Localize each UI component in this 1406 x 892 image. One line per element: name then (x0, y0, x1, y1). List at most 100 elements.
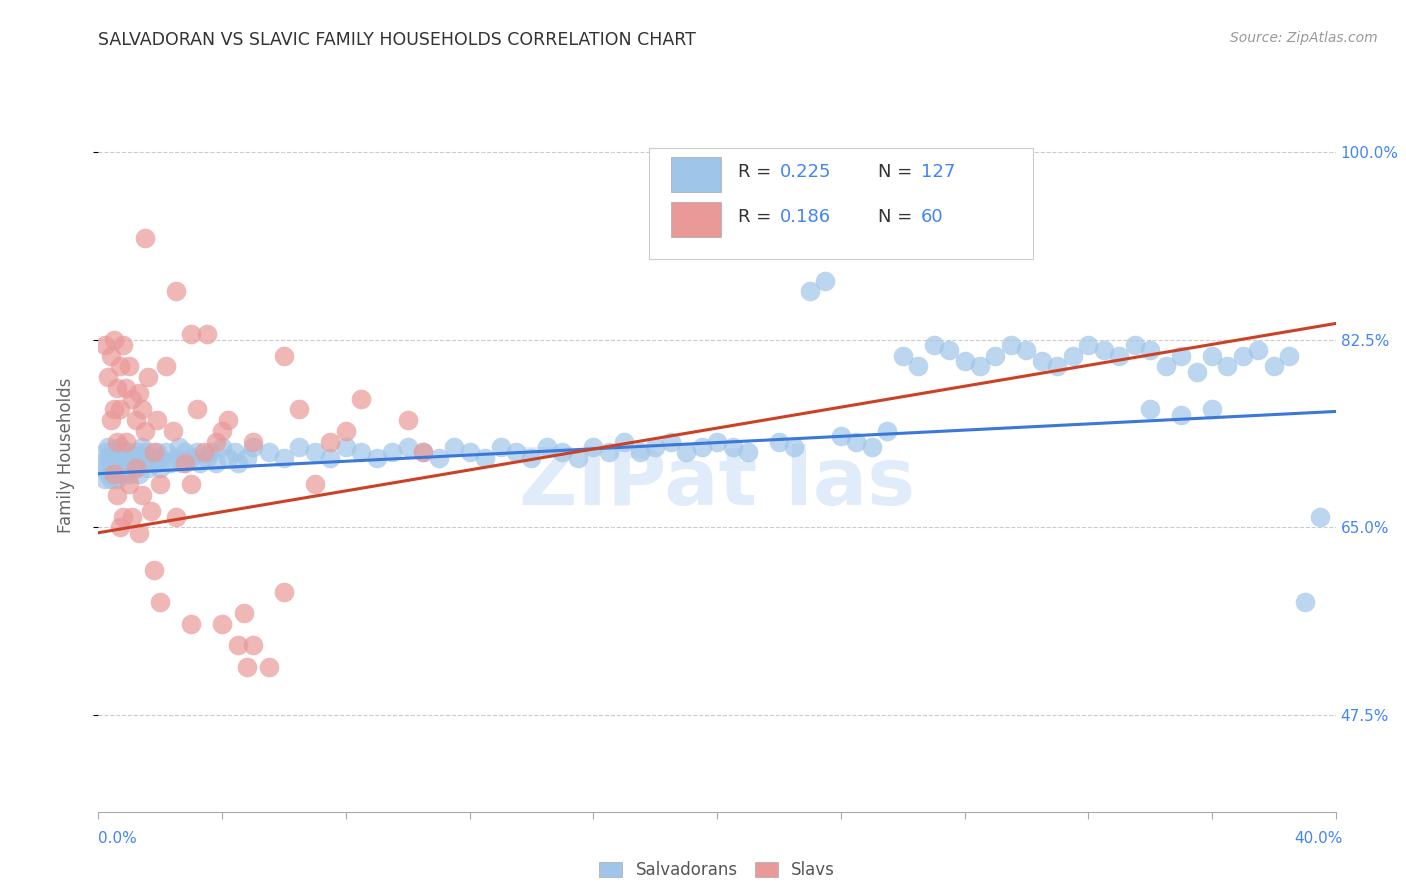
Point (97, 450, 120, 465)
Point (100, 445, 122, 459)
Point (319, 450, 342, 465)
Point (1232, 349, 1254, 363)
Point (1263, 359, 1285, 374)
Point (830, 429, 852, 443)
Point (108, 402, 131, 417)
Point (891, 349, 914, 363)
Point (139, 504, 162, 518)
Point (100, 456, 122, 470)
Point (103, 461, 125, 475)
Point (103, 467, 125, 481)
Point (108, 461, 131, 475)
Point (412, 445, 434, 459)
Point (551, 445, 574, 459)
Point (115, 450, 138, 465)
Point (103, 402, 125, 417)
Point (860, 440, 883, 454)
Point (146, 445, 169, 459)
Point (105, 488, 128, 502)
Point (115, 381, 138, 395)
Point (236, 660, 259, 674)
Text: SALVADORAN VS SLAVIC FAMILY HOUSEHOLDS CORRELATION CHART: SALVADORAN VS SLAVIC FAMILY HOUSEHOLDS C… (98, 31, 696, 49)
Text: 0.225: 0.225 (780, 162, 832, 180)
Text: 0.186: 0.186 (780, 208, 831, 226)
Point (224, 445, 246, 459)
Point (675, 445, 697, 459)
Point (1185, 365, 1208, 379)
Point (180, 450, 202, 465)
Point (121, 450, 143, 465)
Point (112, 338, 135, 352)
Point (1309, 509, 1331, 524)
Point (273, 584, 295, 599)
Point (103, 450, 125, 465)
Point (1015, 343, 1038, 358)
Point (108, 450, 131, 465)
Point (108, 440, 131, 454)
Point (146, 413, 169, 427)
Text: 127: 127 (921, 162, 956, 180)
Point (1201, 349, 1223, 363)
Point (118, 359, 141, 374)
Point (273, 450, 295, 465)
Point (706, 434, 728, 449)
Point (1170, 349, 1192, 363)
Point (1170, 408, 1192, 422)
Point (93, 472, 115, 486)
Point (1139, 343, 1161, 358)
Text: N =: N = (877, 208, 918, 226)
Point (121, 392, 143, 406)
Point (242, 639, 264, 653)
Point (108, 520, 131, 534)
Point (257, 445, 280, 459)
Point (505, 445, 527, 459)
Text: R =: R = (738, 162, 778, 180)
Point (103, 467, 125, 481)
Point (131, 488, 153, 502)
Point (128, 467, 150, 481)
Point (97, 467, 120, 481)
Point (211, 424, 233, 438)
Point (242, 434, 264, 449)
Point (105, 434, 128, 449)
Point (907, 359, 929, 374)
Point (659, 434, 682, 449)
Point (174, 445, 197, 459)
Point (1278, 349, 1301, 363)
Point (582, 440, 605, 454)
Point (366, 450, 388, 465)
Point (1031, 354, 1053, 368)
Point (93, 445, 115, 459)
Point (644, 440, 666, 454)
Point (149, 461, 172, 475)
Point (1000, 338, 1022, 352)
Point (1046, 359, 1069, 374)
Point (427, 450, 450, 465)
Point (783, 440, 806, 454)
Point (226, 639, 249, 653)
Point (690, 440, 713, 454)
Point (149, 595, 172, 609)
FancyBboxPatch shape (671, 202, 721, 237)
Point (1201, 402, 1223, 417)
Legend: Salvadorans, Slavs: Salvadorans, Slavs (592, 855, 842, 886)
Point (139, 450, 162, 465)
Point (124, 445, 146, 459)
Point (134, 456, 156, 470)
Point (149, 477, 172, 491)
Text: Source: ZipAtlas.com: Source: ZipAtlas.com (1230, 31, 1378, 45)
Point (350, 392, 373, 406)
Point (105, 456, 128, 470)
Point (112, 456, 135, 470)
Point (969, 359, 991, 374)
Point (131, 440, 153, 454)
Point (195, 450, 218, 465)
Point (190, 456, 212, 470)
Point (489, 440, 512, 454)
Text: ZIPat las: ZIPat las (519, 444, 915, 523)
Point (136, 370, 159, 384)
Point (412, 445, 434, 459)
Point (155, 445, 177, 459)
Point (458, 445, 481, 459)
Point (143, 445, 166, 459)
